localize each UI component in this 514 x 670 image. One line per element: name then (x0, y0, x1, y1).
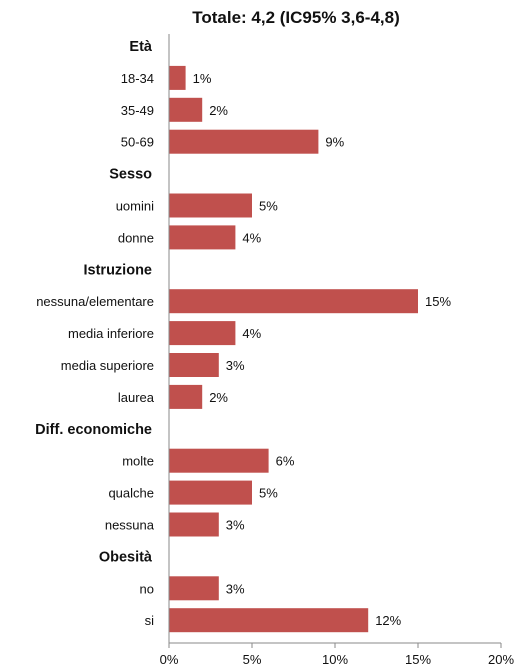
category-label: donne (118, 230, 154, 245)
category-label: 35-49 (121, 103, 154, 118)
plot-area: Età 18-34 1% 35-49 2% 50-69 9% Sesso uomini 5% don… (35, 34, 514, 667)
group-label: Istruzione (84, 262, 152, 278)
category-label: media superiore (61, 358, 154, 373)
category-label: molte (122, 454, 154, 469)
category-label: qualche (108, 486, 154, 501)
x-tick-label: 0% (160, 652, 179, 667)
value-label: 2% (209, 103, 228, 118)
bar (169, 97, 203, 122)
x-tick-label: 10% (322, 652, 348, 667)
category-label: media inferiore (68, 326, 154, 341)
category-label: laurea (118, 390, 155, 405)
category-label: no (140, 581, 154, 596)
group-label: Sesso (109, 167, 152, 183)
bar (169, 289, 418, 314)
value-label: 15% (425, 294, 451, 309)
x-tick-label: 15% (405, 652, 431, 667)
bar (169, 65, 186, 90)
x-tick-label: 20% (488, 652, 514, 667)
bar (169, 225, 236, 250)
value-label: 5% (259, 486, 278, 501)
bar (169, 321, 236, 346)
bar (169, 129, 319, 154)
value-label: 2% (209, 390, 228, 405)
value-label: 3% (226, 581, 245, 596)
bar (169, 608, 369, 633)
value-label: 6% (276, 454, 295, 469)
x-tick-label: 5% (243, 652, 262, 667)
value-label: 1% (193, 71, 212, 86)
chart-title: Totale: 4,2 (IC95% 3,6-4,8) (192, 8, 400, 27)
bar (169, 384, 203, 409)
category-label: nessuna/elementare (36, 294, 154, 309)
category-label: si (145, 613, 155, 628)
category-label: 18-34 (121, 71, 154, 86)
bar (169, 448, 269, 473)
bar (169, 353, 219, 377)
bar (169, 193, 252, 218)
category-label: nessuna (105, 518, 155, 533)
group-label: Diff. economiche (35, 422, 152, 438)
value-label: 9% (325, 135, 344, 150)
value-label: 3% (226, 518, 245, 533)
bar (169, 480, 252, 505)
value-label: 3% (226, 358, 245, 373)
value-label: 5% (259, 199, 278, 214)
category-label: 50-69 (121, 135, 154, 150)
value-label: 4% (242, 230, 261, 245)
bar (169, 576, 219, 601)
bar (169, 512, 219, 537)
value-label: 12% (375, 613, 401, 628)
group-label: Età (129, 39, 153, 55)
value-label: 4% (242, 326, 261, 341)
category-label: uomini (116, 199, 154, 214)
group-label: Obesità (99, 549, 153, 565)
